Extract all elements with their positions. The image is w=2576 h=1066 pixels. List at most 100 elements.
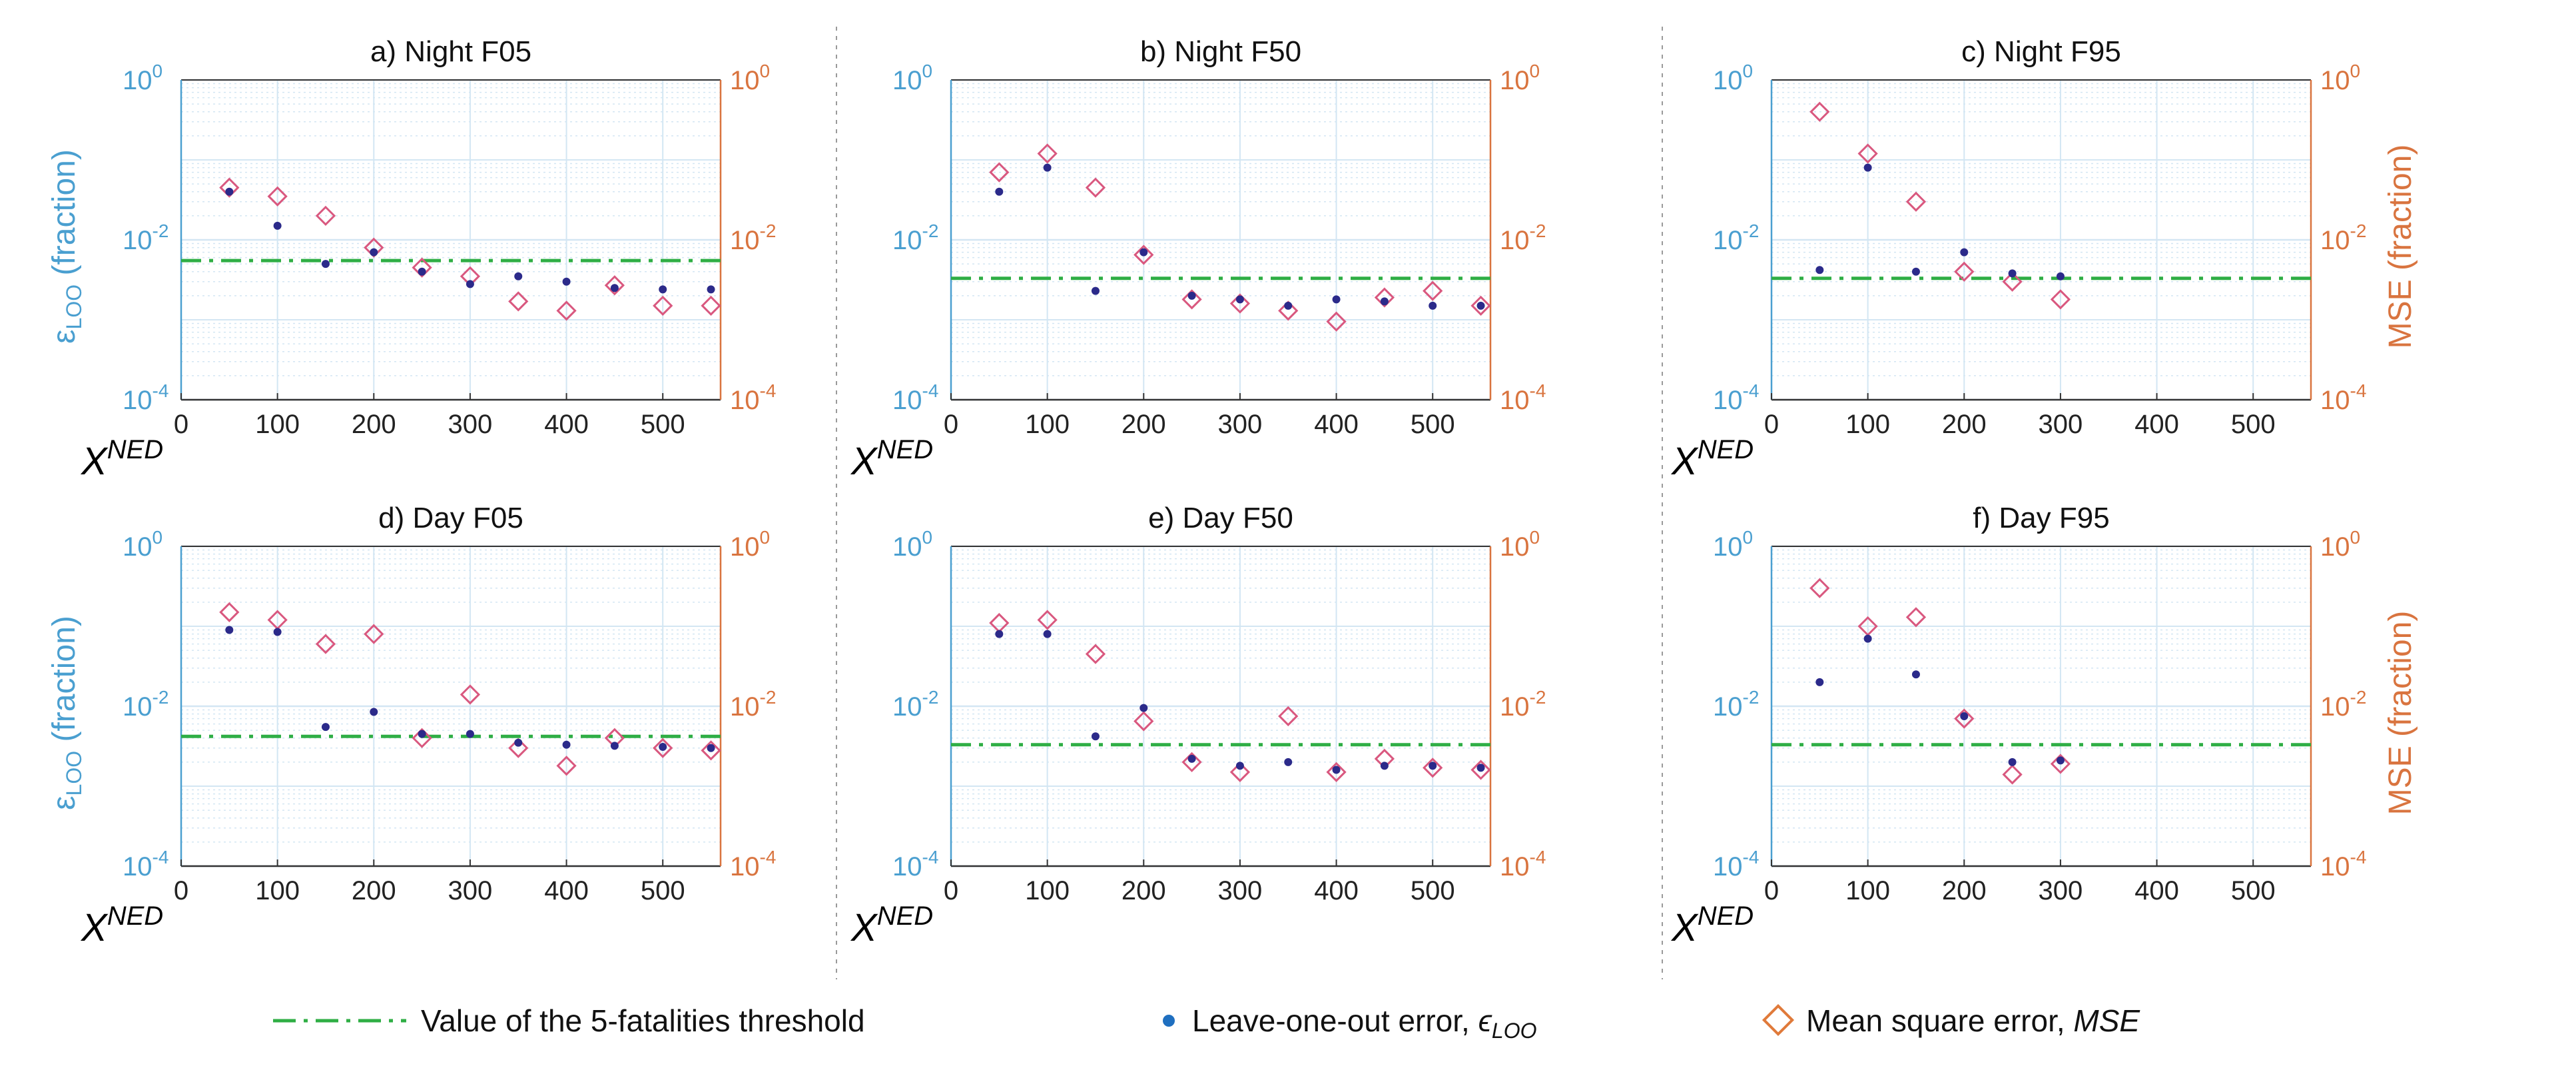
x-axis-label-main: X bbox=[850, 440, 878, 483]
mse-point bbox=[2002, 271, 2023, 292]
tick-base: 10 bbox=[730, 852, 760, 881]
x-tick-label: 500 bbox=[2231, 410, 2276, 439]
mse-point bbox=[364, 624, 384, 644]
mse-point bbox=[701, 740, 721, 761]
tick-base: 10 bbox=[2320, 692, 2350, 722]
tick-base: 10 bbox=[123, 66, 153, 95]
right-y-tick-label: 10-2 bbox=[1500, 687, 1546, 722]
x-axis-label-main: X bbox=[1670, 906, 1699, 949]
x-axis-label-sup: NED bbox=[107, 901, 163, 931]
panel-title: c) Night F95 bbox=[1961, 35, 2121, 68]
right-y-axis-label: MSE (fraction) bbox=[2383, 611, 2418, 815]
mse-point bbox=[1423, 758, 1443, 778]
tick-exponent: -4 bbox=[1743, 380, 1760, 401]
loo-point bbox=[466, 280, 474, 288]
mse-point bbox=[412, 728, 432, 748]
x-tick-label: 300 bbox=[448, 876, 493, 905]
tick-base: 10 bbox=[2320, 386, 2350, 415]
legend-loo-symbol-sub: LOO bbox=[1492, 1019, 1537, 1043]
mse-point bbox=[1037, 143, 1058, 164]
panel-title: a) Night F05 bbox=[370, 35, 531, 68]
tick-exponent: -2 bbox=[922, 221, 939, 241]
tick-base: 10 bbox=[1713, 692, 1743, 722]
x-tick-label: 0 bbox=[1764, 876, 1779, 905]
loo-point bbox=[1332, 766, 1341, 774]
tick-exponent: 0 bbox=[922, 527, 933, 548]
panel-title: f) Day F95 bbox=[1973, 502, 2109, 534]
loo-point bbox=[1332, 295, 1341, 304]
tick-base: 10 bbox=[730, 532, 760, 562]
mse-point bbox=[701, 295, 721, 316]
mse-point bbox=[1229, 762, 1251, 782]
loo-point bbox=[418, 730, 426, 738]
loo-point bbox=[1476, 301, 1485, 310]
tick-exponent: -2 bbox=[2350, 221, 2367, 241]
right-y-tick-label: 10-4 bbox=[2320, 380, 2366, 415]
tick-exponent: -2 bbox=[1743, 687, 1760, 708]
right-y-tick-label: 10-2 bbox=[2320, 221, 2366, 255]
loo-point bbox=[562, 740, 571, 749]
loo-point bbox=[1139, 248, 1148, 257]
loo-point bbox=[1043, 630, 1052, 638]
tick-base: 10 bbox=[892, 386, 922, 415]
loo-point bbox=[995, 630, 1004, 638]
mse-point bbox=[1326, 311, 1347, 332]
tick-base: 10 bbox=[1713, 226, 1743, 255]
left-y-tick-label: 10-2 bbox=[1713, 687, 1759, 722]
left-y-tick-label: 10-4 bbox=[1713, 380, 1759, 415]
x-tick-label: 0 bbox=[174, 876, 188, 905]
mse-point bbox=[653, 738, 673, 758]
loo-point bbox=[1235, 295, 1244, 304]
left-y-tick-label: 100 bbox=[1713, 527, 1753, 562]
left-y-tick-label: 10-4 bbox=[123, 380, 168, 415]
right-y-tick-label: 10-4 bbox=[730, 847, 776, 881]
right-y-tick-label: 100 bbox=[1500, 61, 1540, 95]
right-y-tick-label: 10-2 bbox=[730, 221, 776, 255]
loo-point bbox=[1911, 670, 1920, 679]
loo-point bbox=[514, 272, 523, 280]
x-axis-label-sup: NED bbox=[1698, 435, 1754, 464]
tick-exponent: -2 bbox=[922, 687, 939, 708]
loo-point bbox=[1815, 678, 1824, 686]
right-y-axis-label: MSE (fraction) bbox=[2383, 145, 2418, 349]
right-y-tick-label: 10-4 bbox=[730, 380, 776, 415]
tick-base: 10 bbox=[730, 226, 760, 255]
loo-point bbox=[321, 260, 330, 268]
mse-point bbox=[1229, 293, 1251, 314]
tick-exponent: -4 bbox=[922, 847, 939, 867]
tick-exponent: 0 bbox=[760, 61, 771, 81]
left-y-tick-label: 10-4 bbox=[892, 847, 938, 881]
loo-point bbox=[2008, 269, 2017, 278]
loo-point bbox=[659, 743, 667, 752]
mse-point bbox=[1085, 177, 1106, 198]
left-y-tick-label: 10-4 bbox=[123, 847, 168, 881]
x-axis-label-sup: NED bbox=[877, 435, 933, 464]
legend: Value of the 5-fatalities threshold Leav… bbox=[273, 1003, 2140, 1043]
tick-exponent: -4 bbox=[922, 380, 939, 401]
x-tick-label: 500 bbox=[1411, 876, 1455, 905]
loo-point bbox=[659, 285, 667, 294]
tick-base: 10 bbox=[1500, 532, 1530, 562]
x-tick-label: 300 bbox=[2039, 876, 2083, 905]
tick-exponent: -2 bbox=[153, 687, 169, 708]
mse-point bbox=[1085, 644, 1106, 664]
x-tick-label: 400 bbox=[2134, 410, 2179, 439]
tick-exponent: 0 bbox=[2350, 61, 2361, 81]
tick-exponent: -4 bbox=[2350, 847, 2367, 867]
mse-point bbox=[1374, 287, 1395, 308]
tick-exponent: -2 bbox=[1530, 221, 1546, 241]
left-y-tick-label: 10-2 bbox=[123, 221, 168, 255]
mse-point bbox=[1809, 101, 1830, 122]
x-tick-label: 200 bbox=[1122, 876, 1166, 905]
loo-point bbox=[370, 248, 378, 257]
mse-point bbox=[315, 205, 336, 226]
tick-base: 10 bbox=[1500, 226, 1530, 255]
tick-exponent: 0 bbox=[1743, 61, 1754, 81]
right-y-tick-label: 10-2 bbox=[730, 687, 776, 722]
loo-point bbox=[1960, 248, 1969, 257]
loo-point bbox=[273, 628, 282, 636]
x-axis-label-sup: NED bbox=[107, 435, 163, 464]
